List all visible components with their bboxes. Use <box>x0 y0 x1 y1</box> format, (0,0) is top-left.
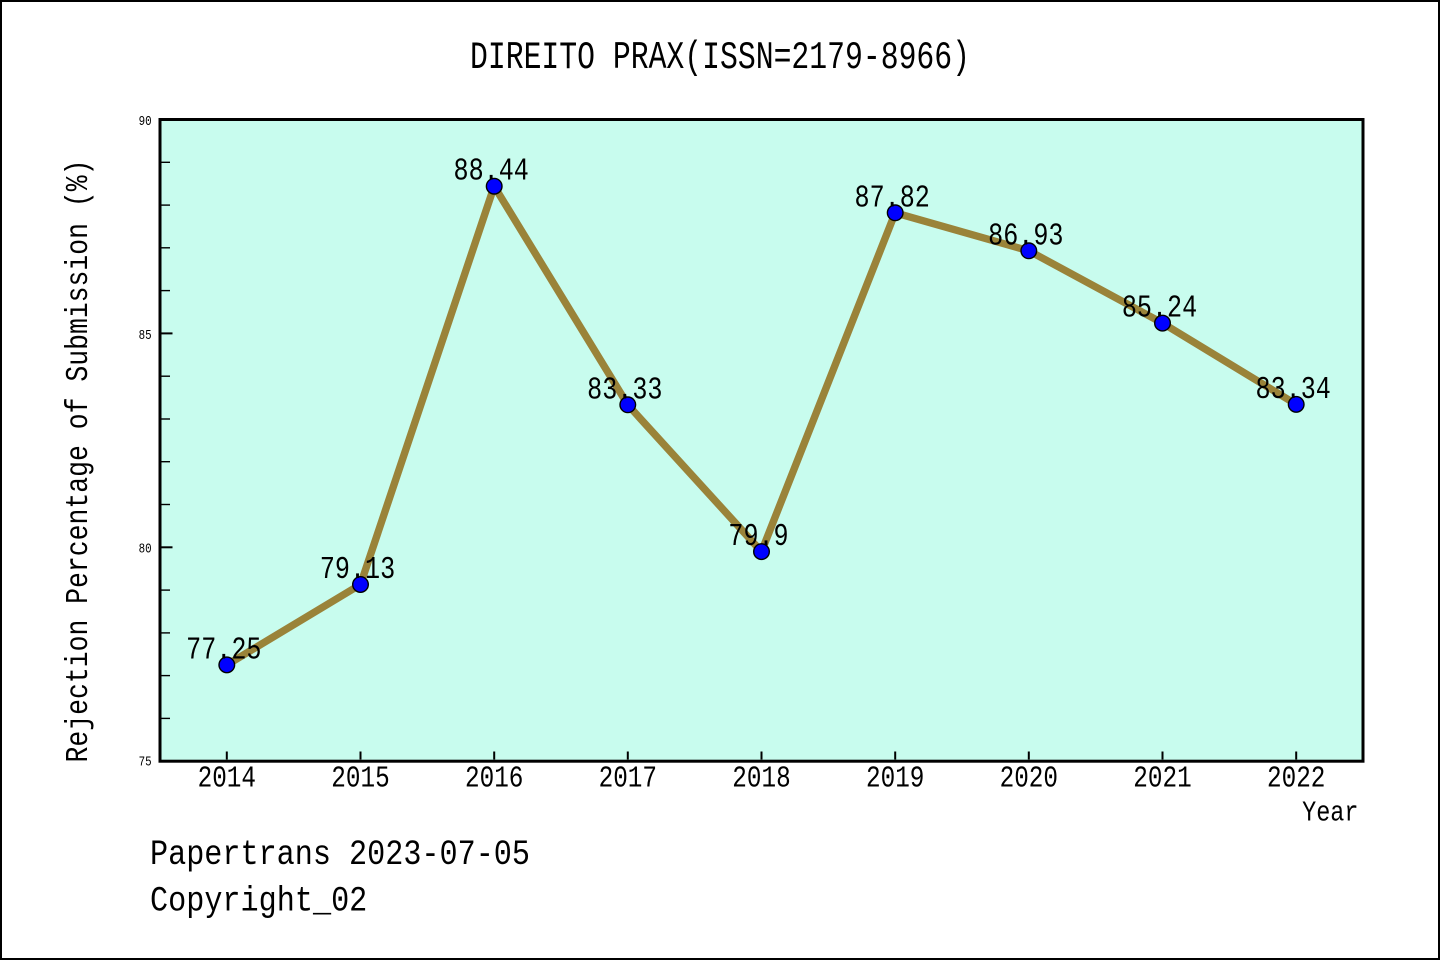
svg-text:2017: 2017 <box>599 762 657 797</box>
svg-text:DIREITO PRAX(ISSN=2179-8966): DIREITO PRAX(ISSN=2179-8966) <box>470 36 970 80</box>
svg-text:77.25: 77.25 <box>186 633 261 668</box>
svg-text:Rejection Percentage of Submis: Rejection Percentage of Submission (%) <box>61 160 97 763</box>
svg-text:Copyright_02: Copyright_02 <box>150 881 367 922</box>
svg-text:2020: 2020 <box>1000 762 1058 797</box>
svg-text:75: 75 <box>139 755 152 771</box>
svg-text:2021: 2021 <box>1133 762 1191 797</box>
svg-text:2019: 2019 <box>866 762 924 797</box>
svg-text:90: 90 <box>139 114 152 130</box>
svg-text:80: 80 <box>139 542 152 558</box>
svg-text:86.93: 86.93 <box>988 219 1063 254</box>
svg-text:2015: 2015 <box>331 762 389 797</box>
svg-text:Papertrans 2023-07-05: Papertrans 2023-07-05 <box>150 834 530 875</box>
svg-text:2018: 2018 <box>732 762 790 797</box>
svg-text:2016: 2016 <box>465 762 523 797</box>
svg-text:Year: Year <box>1302 797 1358 830</box>
svg-text:2022: 2022 <box>1267 762 1325 797</box>
svg-text:85: 85 <box>139 328 152 344</box>
svg-text:2014: 2014 <box>198 762 256 797</box>
svg-text:87.82: 87.82 <box>855 181 930 216</box>
svg-text:83.34: 83.34 <box>1256 373 1331 408</box>
svg-text:85.24: 85.24 <box>1122 292 1197 327</box>
svg-text:88.44: 88.44 <box>454 155 529 190</box>
svg-text:79.9: 79.9 <box>728 520 788 555</box>
svg-text:83.33: 83.33 <box>587 373 662 408</box>
svg-text:79.13: 79.13 <box>320 553 395 588</box>
